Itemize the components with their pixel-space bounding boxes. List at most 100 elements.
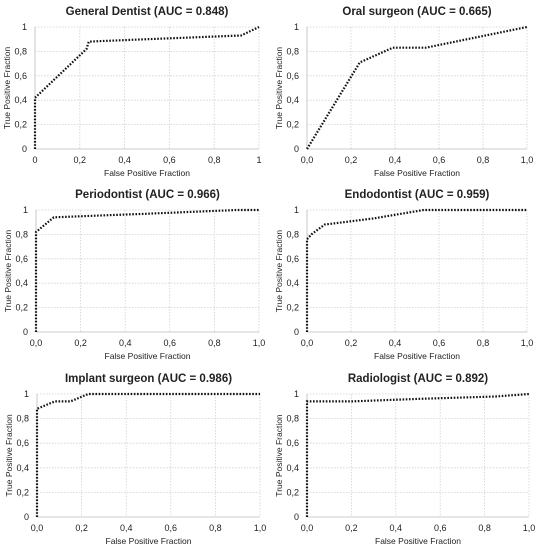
y-axis-label: True Positive Fraction <box>274 47 284 130</box>
x-axis-label: False Positive Fraction <box>104 168 190 178</box>
y-tick-label: 1 <box>23 205 28 215</box>
y-tick-label: 0 <box>22 144 27 154</box>
x-tick-label: 0 <box>32 155 37 165</box>
roc-curve <box>33 26 260 149</box>
y-tick-label: 0,2 <box>15 303 28 313</box>
chart-title: Radiologist (AUC = 0.892) <box>348 373 488 385</box>
y-tick-label: 0,4 <box>286 278 299 288</box>
y-tick-label: 0,6 <box>14 71 27 81</box>
y-tick-label: 0,8 <box>14 46 27 56</box>
y-tick-label: 0,6 <box>286 254 299 264</box>
x-tick-label: 0,6 <box>433 155 446 165</box>
chart-title: Periodontist (AUC = 0.966) <box>75 189 220 201</box>
y-tick-label: 0 <box>294 327 299 337</box>
y-tick-label: 0,2 <box>286 120 299 130</box>
x-axis-label: False Positive Fraction <box>105 351 191 361</box>
roc-panel: Radiologist (AUC = 0.892) 0 0,2 0,4 0,6 0,8 1 0… <box>274 373 535 546</box>
roc-curve <box>305 392 530 517</box>
y-tick-label: 1 <box>22 22 27 32</box>
roc-panel: Oral surgeon (AUC = 0.665) 0 0,2 0,4 0,6 0,8 1… <box>274 6 533 178</box>
y-tick-label: 0,4 <box>16 463 29 473</box>
x-tick-label: 0,0 <box>31 523 44 533</box>
roc-curve <box>306 25 528 150</box>
y-tick-label: 0,8 <box>286 46 299 56</box>
y-tick-label: 0,6 <box>16 438 29 448</box>
chart-title: Implant surgeon (AUC = 0.986) <box>65 373 232 385</box>
roc-panel: General Dentist (AUC = 0.848) 0 0,2 0,4 0,6 0… <box>2 6 262 178</box>
y-tick-label: 1 <box>294 205 299 215</box>
y-tick-label: 0,2 <box>286 303 299 313</box>
roc-curve <box>305 208 527 332</box>
roc-panel: Periodontist (AUC = 0.966) 0 0,2 0,4 0,6 0,8 1… <box>3 189 265 361</box>
y-axis-label: True Positive Fraction <box>3 230 13 313</box>
y-tick-label: 0 <box>294 512 299 522</box>
y-tick-label: 0,8 <box>15 229 28 239</box>
x-tick-label: 0,2 <box>345 338 358 348</box>
x-tick-label: 0,4 <box>389 155 402 165</box>
y-tick-label: 0 <box>294 144 299 154</box>
x-tick-label: 0,6 <box>434 523 447 533</box>
chart-title: Oral surgeon (AUC = 0.665) <box>342 6 491 18</box>
y-axis-label: True Positive Fraction <box>274 414 284 497</box>
x-tick-label: 0,8 <box>478 523 491 533</box>
x-axis-label: False Positive Fraction <box>374 168 460 178</box>
x-tick-label: 0,8 <box>477 155 490 165</box>
x-tick-label: 0,6 <box>163 155 176 165</box>
y-axis-label: True Positive Fraction <box>2 47 12 130</box>
roc-panel: Endodontist (AUC = 0.959) 0 0,2 0,4 0,6 0,8 1 0… <box>274 189 533 361</box>
roc-panel: Implant surgeon (AUC = 0.986) 0 0,2 0,4 0,6 0… <box>4 373 266 546</box>
y-tick-label: 0,8 <box>16 414 29 424</box>
x-tick-label: 0,0 <box>301 155 314 165</box>
x-axis-label: False Positive Fraction <box>374 351 460 361</box>
x-tick-label: 0,8 <box>477 338 490 348</box>
x-tick-label: 0,2 <box>74 155 87 165</box>
x-tick-label: 1,0 <box>253 338 266 348</box>
y-tick-label: 0,2 <box>14 120 27 130</box>
x-tick-label: 0,6 <box>433 338 446 348</box>
y-tick-label: 1 <box>294 389 299 399</box>
x-tick-label: 1,0 <box>254 523 267 533</box>
x-tick-label: 1,0 <box>523 523 536 533</box>
x-tick-label: 1 <box>256 155 261 165</box>
y-tick-label: 0,8 <box>286 414 299 424</box>
y-tick-label: 0,2 <box>286 487 299 497</box>
y-tick-label: 0 <box>23 327 28 337</box>
chart-title: General Dentist (AUC = 0.848) <box>66 6 229 18</box>
y-tick-label: 0,8 <box>286 229 299 239</box>
chart-title: Endodontist (AUC = 0.959) <box>345 189 490 201</box>
x-tick-label: 0,0 <box>301 523 314 533</box>
x-tick-label: 0,2 <box>345 523 358 533</box>
y-tick-label: 0,2 <box>16 487 29 497</box>
roc-curve <box>34 208 259 332</box>
x-tick-label: 0,0 <box>30 338 43 348</box>
x-tick-label: 1,0 <box>521 338 534 348</box>
y-axis-label: True Positive Fraction <box>4 414 14 497</box>
x-tick-label: 0,4 <box>390 523 403 533</box>
y-tick-label: 0,4 <box>15 278 28 288</box>
x-tick-label: 1,0 <box>521 155 534 165</box>
y-axis-label: True Positive Fraction <box>274 230 284 313</box>
x-tick-label: 0,8 <box>208 155 221 165</box>
x-tick-label: 0,2 <box>74 338 87 348</box>
y-tick-label: 1 <box>24 389 29 399</box>
y-tick-label: 0,4 <box>14 95 27 105</box>
x-tick-label: 0,4 <box>120 523 133 533</box>
x-axis-label: False Positive Fraction <box>375 536 461 546</box>
x-tick-label: 0,8 <box>208 338 221 348</box>
y-tick-label: 0,4 <box>286 463 299 473</box>
y-tick-label: 0 <box>24 512 29 522</box>
x-tick-label: 0,6 <box>164 338 177 348</box>
y-tick-label: 0,4 <box>286 95 299 105</box>
roc-curve <box>35 392 260 517</box>
x-tick-label: 0,4 <box>389 338 402 348</box>
x-tick-label: 0,0 <box>301 338 314 348</box>
y-tick-label: 0,6 <box>15 254 28 264</box>
y-tick-label: 0,6 <box>286 71 299 81</box>
x-tick-label: 0,8 <box>209 523 222 533</box>
y-tick-label: 0,6 <box>286 438 299 448</box>
x-tick-label: 0,2 <box>75 523 88 533</box>
x-tick-label: 0,4 <box>118 155 131 165</box>
y-tick-label: 1 <box>294 22 299 32</box>
x-tick-label: 0,6 <box>165 523 178 533</box>
